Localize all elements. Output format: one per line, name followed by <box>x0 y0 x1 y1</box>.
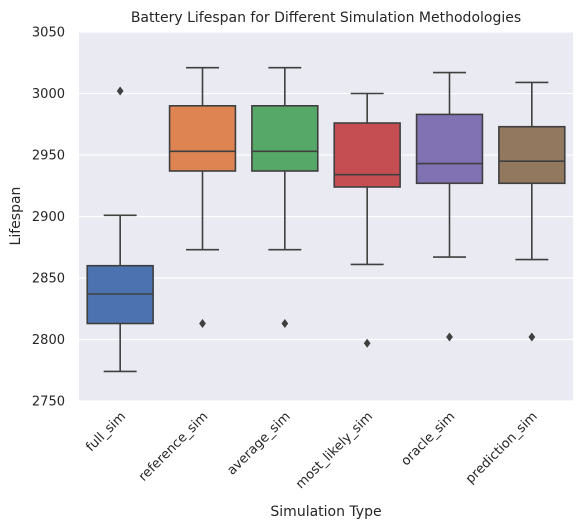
box-full_sim <box>86 86 154 373</box>
y-axis-label: Lifespan <box>8 187 24 246</box>
x-tick-label: average_sim <box>225 409 294 478</box>
box-series <box>86 66 566 373</box>
box-body <box>251 105 319 172</box>
outlier-point <box>116 86 124 96</box>
y-tick-label: 2950 <box>32 149 65 164</box>
x-axis-ticks: full_sim reference_sim average_sim most_lik… <box>83 409 540 492</box>
x-axis-label: Simulation Type <box>270 504 381 520</box>
y-tick-label: 3050 <box>32 26 65 41</box>
y-tick-label: 2900 <box>32 210 65 225</box>
y-tick-label: 2750 <box>32 395 65 410</box>
box-average_sim <box>251 66 319 329</box>
box-most_likely_sim <box>333 92 401 348</box>
y-tick-label: 2850 <box>32 272 65 287</box>
x-tick-label: most_likely_sim <box>293 409 376 492</box>
x-tick-label: reference_sim <box>136 409 211 484</box>
x-tick-label: oracle_sim <box>399 409 459 469</box>
y-tick-label: 2800 <box>32 333 65 348</box>
x-tick-label: full_sim <box>83 409 129 455</box>
grid-lines <box>79 31 573 402</box>
box-reference_sim <box>168 66 237 329</box>
box-body <box>415 113 484 185</box>
chart-title: Battery Lifespan for Different Simulatio… <box>131 10 521 26</box>
outlier-point <box>446 332 453 342</box>
box-prediction_sim <box>498 81 566 342</box>
outlier-point <box>281 319 289 329</box>
y-axis-ticks: 2750 2800 2850 2900 2950 3000 3050 <box>32 26 65 410</box>
box-body <box>333 122 401 188</box>
x-tick-label: prediction_sim <box>463 409 541 487</box>
outlier-point <box>528 332 536 342</box>
box-body <box>168 105 237 172</box>
y-tick-label: 3000 <box>32 87 65 102</box>
box-oracle_sim <box>415 71 484 342</box>
outlier-point <box>199 319 206 329</box>
box-body <box>498 125 566 185</box>
outlier-point <box>363 338 371 348</box>
